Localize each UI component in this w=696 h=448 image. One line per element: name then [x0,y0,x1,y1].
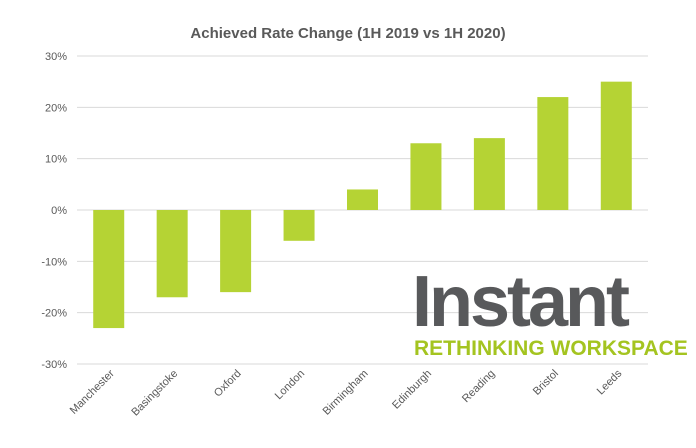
x-tick-label: Reading [460,368,497,405]
instant-logo: Instant [412,262,630,342]
bar-birmingham [347,189,378,210]
y-tick-label: -30% [41,359,67,371]
y-tick-label: 30% [45,51,67,63]
x-tick-label: Edinburgh [390,368,434,412]
logo-tagline: RETHINKING WORKSPACE [414,337,688,360]
x-tick-label: Manchester [68,367,117,416]
x-axis-labels: Manchester Basingstoke Oxford London Birming… [68,367,625,418]
bar-manchester [93,210,125,329]
bar-london [283,210,315,241]
y-tick-label: 0% [51,205,67,217]
bar-basingstoke [156,210,188,298]
y-tick-label: 10% [45,154,67,166]
x-tick-label: Bristol [531,368,561,398]
x-tick-label: London [273,368,307,402]
y-tick-label: -10% [41,256,67,268]
chart-title: Achieved Rate Change (1H 2019 vs 1H 2020… [190,25,505,42]
bar-reading [473,138,505,210]
y-axis-ticks: 30% 20% 10% 0% -10% -20% -30% [41,51,67,371]
bar-edinburgh [410,143,442,210]
y-tick-label: 20% [45,102,67,114]
x-tick-label: Birmingham [321,368,371,418]
bar-bristol [537,97,569,210]
y-tick-label: -20% [41,308,67,320]
bar-oxford [220,210,252,293]
x-tick-label: Leeds [595,367,625,397]
x-tick-label: Oxford [212,368,244,400]
x-tick-label: Basingstoke [129,368,180,419]
bars [93,81,632,329]
bar-leeds [600,81,632,211]
